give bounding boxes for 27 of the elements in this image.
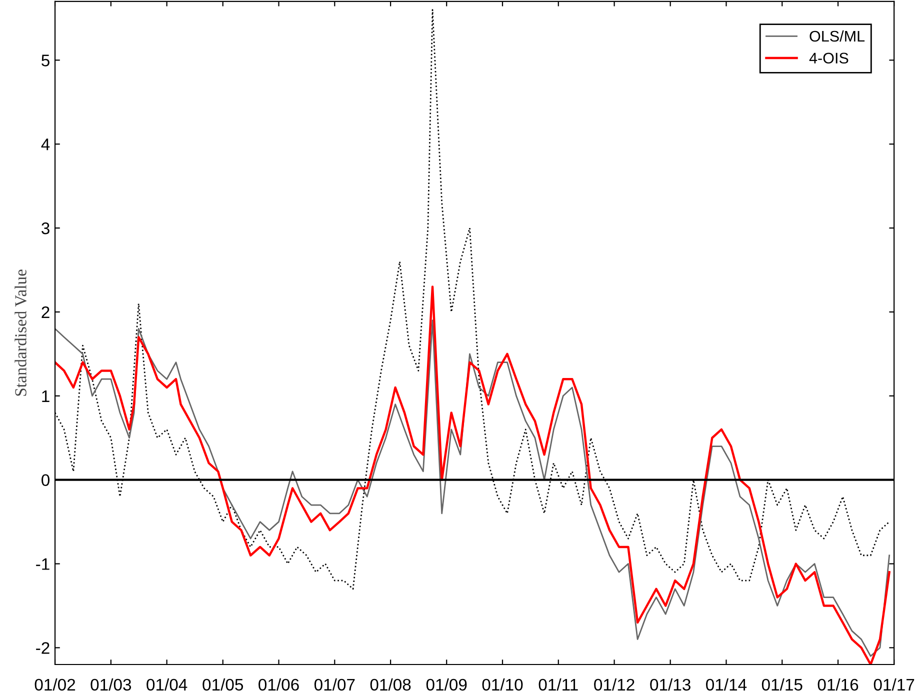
x-tick-label: 01/10	[482, 678, 523, 691]
x-tick-label: 01/02	[34, 678, 76, 691]
x-tick-label: 01/16	[818, 678, 858, 691]
x-tick-label: 01/08	[370, 678, 411, 691]
legend-label: OLS/ML	[810, 30, 865, 42]
y-tick-label: -1	[36, 558, 50, 570]
x-tick-label: 01/06	[258, 678, 299, 691]
legend-label: 4-OIS	[809, 52, 848, 64]
y-tick-label: 5	[42, 54, 50, 66]
x-tick-label: 01/07	[314, 678, 355, 691]
y-tick-label: 2	[42, 306, 50, 318]
x-tick-label: 01/11	[538, 678, 578, 691]
y-tick-label: 1	[42, 390, 50, 402]
x-tick-label: 01/04	[146, 678, 188, 691]
x-tick-label: 01/17	[874, 678, 914, 691]
x-tick-label: 01/15	[762, 678, 802, 691]
y-axis-title: Standardised Value	[14, 270, 26, 396]
y-tick-label: 4	[41, 138, 50, 150]
x-tick-label: 01/13	[650, 678, 690, 691]
x-tick-label: 01/09	[426, 678, 467, 691]
y-tick-label: 0	[42, 474, 50, 486]
x-tick-label: 01/03	[90, 678, 132, 691]
x-tick-label: 01/14	[706, 678, 747, 691]
y-tick-label: 3	[42, 222, 50, 234]
x-tick-label: 01/05	[202, 678, 244, 691]
y-tick-label: -2	[36, 642, 50, 654]
x-tick-label: 01/12	[594, 678, 634, 691]
